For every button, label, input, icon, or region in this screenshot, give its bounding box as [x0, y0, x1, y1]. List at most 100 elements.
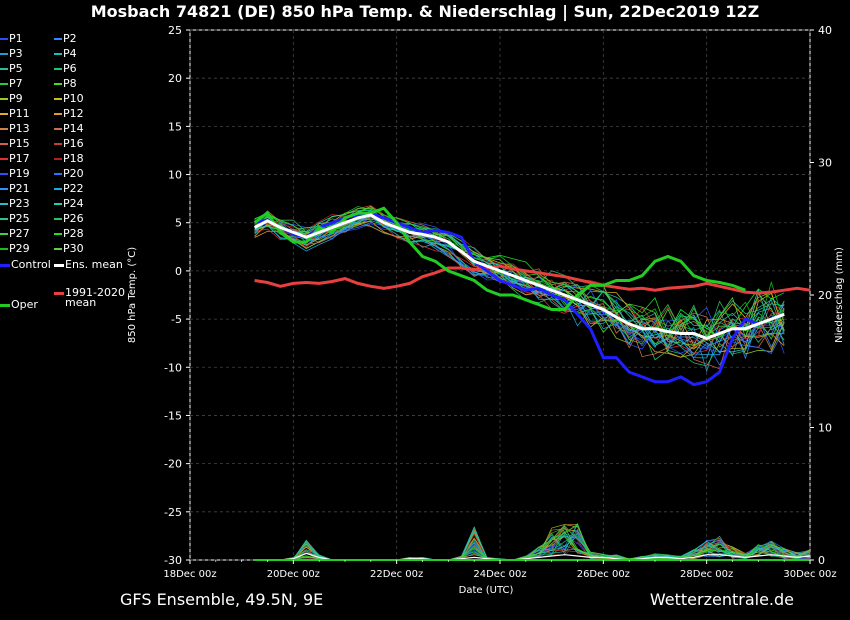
x-axis-label: Date (UTC): [459, 585, 514, 596]
legend-swatch: [0, 83, 8, 85]
legend-entry: P14: [54, 122, 84, 136]
legend-swatch: [54, 263, 64, 267]
legend: P1 P2 P3 P4 P5 P6 P7 P8 P9 P10 P11 P12 P13 P14 P15 P16 P…: [0, 0, 140, 320]
legend-label: P14: [63, 122, 84, 135]
climate-mean-line: [254, 264, 811, 295]
legend-entry: P23: [0, 197, 30, 211]
legend-label: P5: [9, 62, 23, 75]
legend-swatch: [0, 143, 8, 145]
legend-label: P18: [63, 152, 84, 165]
legend-label: P26: [63, 212, 84, 225]
legend-entry: Oper: [0, 298, 38, 312]
legend-entry: P2: [54, 32, 77, 46]
y-tick-label: 20: [168, 72, 182, 85]
legend-entry: P28: [54, 227, 84, 241]
legend-entry: P27: [0, 227, 30, 241]
legend-swatch: [0, 128, 8, 130]
y-tick-label: 25: [168, 24, 182, 37]
legend-swatch: [0, 233, 8, 235]
footer-source: GFS Ensemble, 49.5N, 9E: [120, 590, 324, 609]
legend-entry: P9: [0, 92, 23, 106]
legend-swatch: [54, 218, 62, 220]
legend-entry: P1: [0, 32, 23, 46]
legend-entry: P3: [0, 47, 23, 61]
legend-label: P3: [9, 47, 23, 60]
y-tick-label: -10: [164, 361, 182, 374]
x-tick-label: 20Dec 00z: [267, 569, 320, 580]
legend-entry: Ens. mean: [54, 258, 123, 272]
legend-entry: 1991-2020: [54, 286, 125, 300]
chart-title: Mosbach 74821 (DE) 850 hPa Temp. & Niede…: [90, 2, 760, 21]
legend-entry: P4: [54, 47, 77, 61]
legend-label: P16: [63, 137, 84, 150]
legend-entry: P21: [0, 182, 30, 196]
legend-label: P29: [9, 242, 30, 255]
legend-entry: P17: [0, 152, 30, 166]
axes: 25 20 15 10 5 0 -5 -10 -15 -20 -25 -30 18Dec 00z 20De…: [163, 24, 836, 580]
legend-label: 1991-2020: [65, 286, 125, 299]
legend-swatch: [54, 83, 62, 85]
y-tick-label: -20: [164, 458, 182, 471]
legend-label: P2: [63, 32, 77, 45]
legend-entry: P11: [0, 107, 30, 121]
legend-swatch: [0, 38, 8, 40]
member-line: [254, 219, 785, 366]
legend-swatch: [0, 263, 10, 267]
legend-swatch: [54, 53, 62, 55]
x-tick-label: 28Dec 00z: [680, 569, 733, 580]
x-tick-label: 22Dec 00z: [370, 569, 423, 580]
y-tick-label: 15: [168, 120, 182, 133]
legend-label: mean: [65, 296, 97, 309]
y2-tick-label: 0: [818, 554, 825, 567]
legend-swatch: [0, 98, 8, 100]
footer-brand: Wetterzentrale.de: [649, 590, 794, 609]
legend-entry: P18: [54, 152, 84, 166]
legend-entry: P13: [0, 122, 30, 136]
legend-label: P12: [63, 107, 84, 120]
legend-swatch: [54, 38, 62, 40]
legend-entry: P25: [0, 212, 30, 226]
legend-entry: P15: [0, 137, 30, 151]
y-tick-label: -30: [164, 554, 182, 567]
legend-entry: P22: [54, 182, 84, 196]
legend-label: Control: [11, 258, 51, 271]
x-tick-label: 26Dec 00z: [577, 569, 630, 580]
legend-swatch: [54, 173, 62, 175]
legend-swatch: [0, 188, 8, 190]
y-tick-label: 10: [168, 169, 182, 182]
legend-swatch: [54, 291, 64, 295]
legend-swatch: [54, 113, 62, 115]
legend-entry: P8: [54, 77, 77, 91]
legend-entry: Control: [0, 258, 51, 272]
legend-label: P28: [63, 227, 84, 240]
legend-swatch: [0, 173, 8, 175]
legend-entry: P30: [54, 242, 84, 256]
legend-swatch: [54, 68, 62, 70]
legend-label: P22: [63, 182, 84, 195]
legend-entry: P20: [54, 167, 84, 181]
legend-swatch: [54, 233, 62, 235]
y2-tick-label: 20: [818, 289, 832, 302]
ens-mean-line: [253, 213, 785, 341]
legend-entry: P6: [54, 62, 77, 76]
legend-swatch: [54, 158, 62, 160]
legend-swatch: [0, 158, 8, 160]
precip-lines: [254, 522, 811, 561]
y-axis-label: 850 hPa Temp. (°C): [127, 247, 138, 343]
member-line: [254, 211, 785, 343]
member-line: [254, 216, 785, 370]
legend-swatch: [0, 248, 8, 250]
y-tick-label: -5: [171, 313, 182, 326]
legend-label: P20: [63, 167, 84, 180]
legend-swatch: [0, 303, 10, 307]
main-lines: [253, 206, 811, 387]
legend-label: P15: [9, 137, 30, 150]
legend-label: P19: [9, 167, 30, 180]
legend-label: P7: [9, 77, 23, 90]
legend-swatch: [54, 203, 62, 205]
legend-entry: P24: [54, 197, 84, 211]
legend-entry: P16: [54, 137, 84, 151]
legend-swatch: [0, 218, 8, 220]
legend-swatch: [0, 53, 8, 55]
